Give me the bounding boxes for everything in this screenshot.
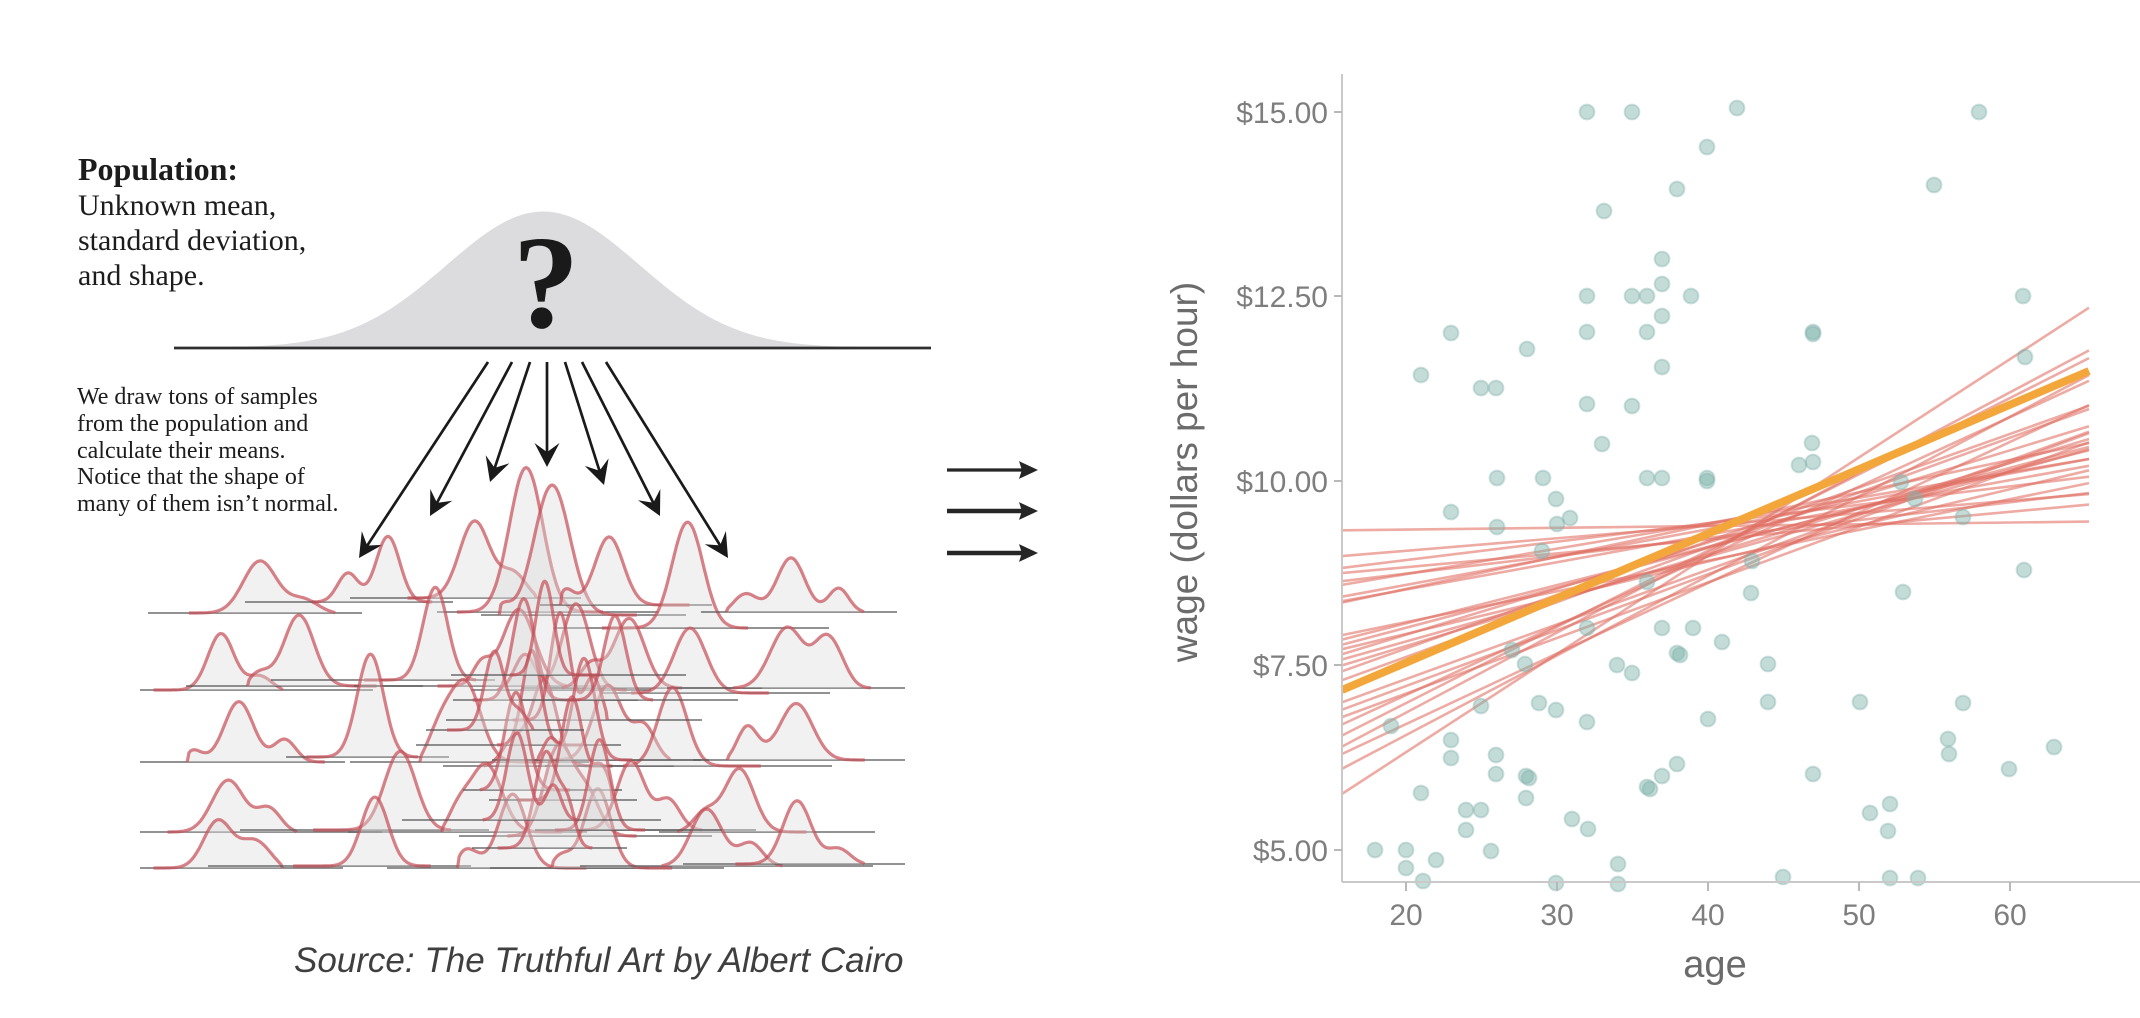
svg-text:$7.50: $7.50: [1253, 650, 1328, 683]
svg-text:60: 60: [1993, 899, 2026, 932]
svg-text:20: 20: [1389, 899, 1422, 932]
svg-text:$10.00: $10.00: [1236, 466, 1328, 499]
svg-text:?: ?: [513, 208, 580, 356]
svg-text:$15.00: $15.00: [1236, 97, 1328, 130]
svg-text:40: 40: [1691, 899, 1724, 932]
svg-text:age: age: [1683, 944, 1746, 986]
svg-text:$5.00: $5.00: [1253, 835, 1328, 868]
svg-text:$12.50: $12.50: [1236, 281, 1328, 314]
svg-text:30: 30: [1540, 899, 1573, 932]
svg-text:50: 50: [1842, 899, 1875, 932]
svg-text:wage (dollars per hour): wage (dollars per hour): [1164, 282, 1205, 663]
